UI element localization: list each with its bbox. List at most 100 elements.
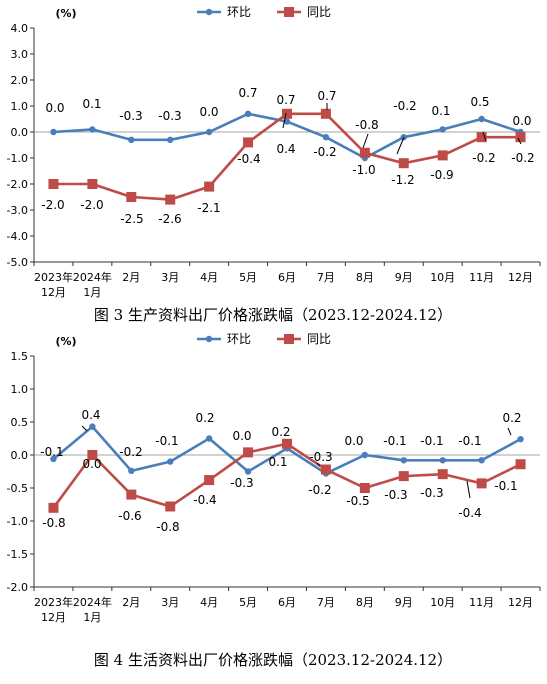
data-label: -0.1 <box>155 434 178 448</box>
data-label: -0.8 <box>355 118 378 132</box>
data-label: -0.2 <box>308 483 331 497</box>
data-label: -2.1 <box>197 201 220 215</box>
point-yoy <box>515 459 526 470</box>
point-yoy <box>398 471 409 482</box>
data-label: -0.4 <box>193 493 216 507</box>
x-tick-label: 8月 <box>356 271 374 284</box>
point-mom <box>50 455 57 463</box>
point-mom <box>167 458 174 465</box>
x-tick-label: 2024年 <box>73 595 112 609</box>
point-mom <box>517 435 524 443</box>
y-tick-label: 0.5 <box>11 416 29 429</box>
data-label: 0.0 <box>82 457 101 471</box>
data-label: -2.0 <box>80 198 103 212</box>
y-tick-label: 1.5 <box>11 350 29 363</box>
data-label: 0.7 <box>238 86 257 100</box>
point-mom <box>283 118 291 125</box>
x-tick-label: 2023年 <box>34 595 73 609</box>
y-tick-label: -1.0 <box>7 152 28 165</box>
data-label: -0.1 <box>494 479 517 493</box>
x-tick-label: 7月 <box>317 271 335 284</box>
data-label: 0.4 <box>81 408 100 422</box>
data-label: 0.1 <box>82 97 101 111</box>
leader-line <box>282 112 287 129</box>
x-tick-label: 2月 <box>122 596 140 609</box>
data-label: -2.0 <box>41 198 64 212</box>
data-label: -0.6 <box>118 509 141 523</box>
data-label: -0.8 <box>156 520 179 534</box>
point-yoy <box>320 464 331 475</box>
point-mom <box>128 136 135 143</box>
point-mom <box>205 435 213 442</box>
point-mom <box>244 468 252 475</box>
point-yoy <box>282 108 292 119</box>
x-tick-label: 7月 <box>317 596 335 609</box>
data-label: -0.5 <box>346 494 369 508</box>
leader-line <box>81 425 88 432</box>
data-label: -0.8 <box>42 516 65 530</box>
y-tick-label: 2.0 <box>11 74 29 87</box>
data-label: -0.3 <box>309 450 332 464</box>
y-tick-label: -3.0 <box>7 204 28 217</box>
data-label: -0.1 <box>383 434 406 448</box>
leader-line <box>316 462 321 467</box>
point-mom <box>439 457 446 464</box>
x-tick-label: 9月 <box>395 271 413 284</box>
point-yoy <box>165 194 176 205</box>
y-tick-label: -5.0 <box>7 256 28 269</box>
point-yoy <box>437 469 448 480</box>
point-mom <box>205 128 213 136</box>
x-tick-label: 8月 <box>356 596 374 609</box>
x-tick-label: 4月 <box>200 596 218 609</box>
x-tick-label: 11月 <box>469 271 494 284</box>
point-yoy <box>126 192 137 202</box>
y-tick-label: 3.0 <box>11 48 29 61</box>
data-label: 0.5 <box>470 95 489 109</box>
unit-label: (%) <box>55 335 76 348</box>
point-yoy <box>515 132 526 143</box>
legend-marker-yoy <box>284 7 294 17</box>
point-yoy <box>398 158 409 169</box>
x-tick-label: 10月 <box>430 271 455 284</box>
y-tick-label: -1.0 <box>7 515 28 528</box>
y-tick-label: -0.5 <box>7 482 28 495</box>
x-tick-label: 1月 <box>83 611 101 624</box>
point-yoy <box>204 475 215 486</box>
data-label: 0.0 <box>232 429 251 443</box>
point-yoy <box>320 108 331 119</box>
x-tick-label: 6月 <box>278 271 296 284</box>
point-yoy <box>243 447 254 458</box>
x-tick-label: 12月 <box>508 596 533 609</box>
data-label: 0.7 <box>317 89 336 103</box>
data-label: 0.7 <box>276 93 295 107</box>
x-tick-label: 3月 <box>161 596 179 609</box>
legend-label-mom: 环比 <box>227 5 251 19</box>
data-label: 0.0 <box>199 105 218 119</box>
point-yoy <box>204 181 215 192</box>
x-tick-label: 2024年 <box>73 270 112 284</box>
data-label: 0.1 <box>268 455 287 469</box>
data-label: -1.2 <box>391 173 414 187</box>
legend-marker-yoy <box>284 334 294 344</box>
data-label: -0.3 <box>230 476 253 490</box>
legend-marker-mom <box>205 335 213 343</box>
x-tick-label: 5月 <box>239 271 257 284</box>
x-tick-label: 2023年 <box>34 270 73 284</box>
point-mom <box>478 115 485 123</box>
point-yoy <box>359 483 370 493</box>
unit-label: (%) <box>55 7 76 20</box>
data-label: -1.0 <box>352 163 375 177</box>
y-tick-label: 4.0 <box>11 22 29 35</box>
figure-caption: 图 4 生活资料出厂价格涨跌幅（2023.12-2024.12） <box>94 651 452 669</box>
data-label: -0.2 <box>313 145 336 159</box>
legend-label-yoy: 同比 <box>307 5 331 19</box>
point-yoy <box>476 132 487 143</box>
data-label: -0.1 <box>458 434 481 448</box>
x-tick-label: 1月 <box>83 286 101 299</box>
point-yoy <box>48 502 59 513</box>
y-tick-label: 1.0 <box>11 100 29 113</box>
point-mom <box>400 457 407 464</box>
point-yoy <box>87 179 98 189</box>
data-label: 0.2 <box>195 411 214 425</box>
x-tick-label: 12月 <box>41 286 66 299</box>
